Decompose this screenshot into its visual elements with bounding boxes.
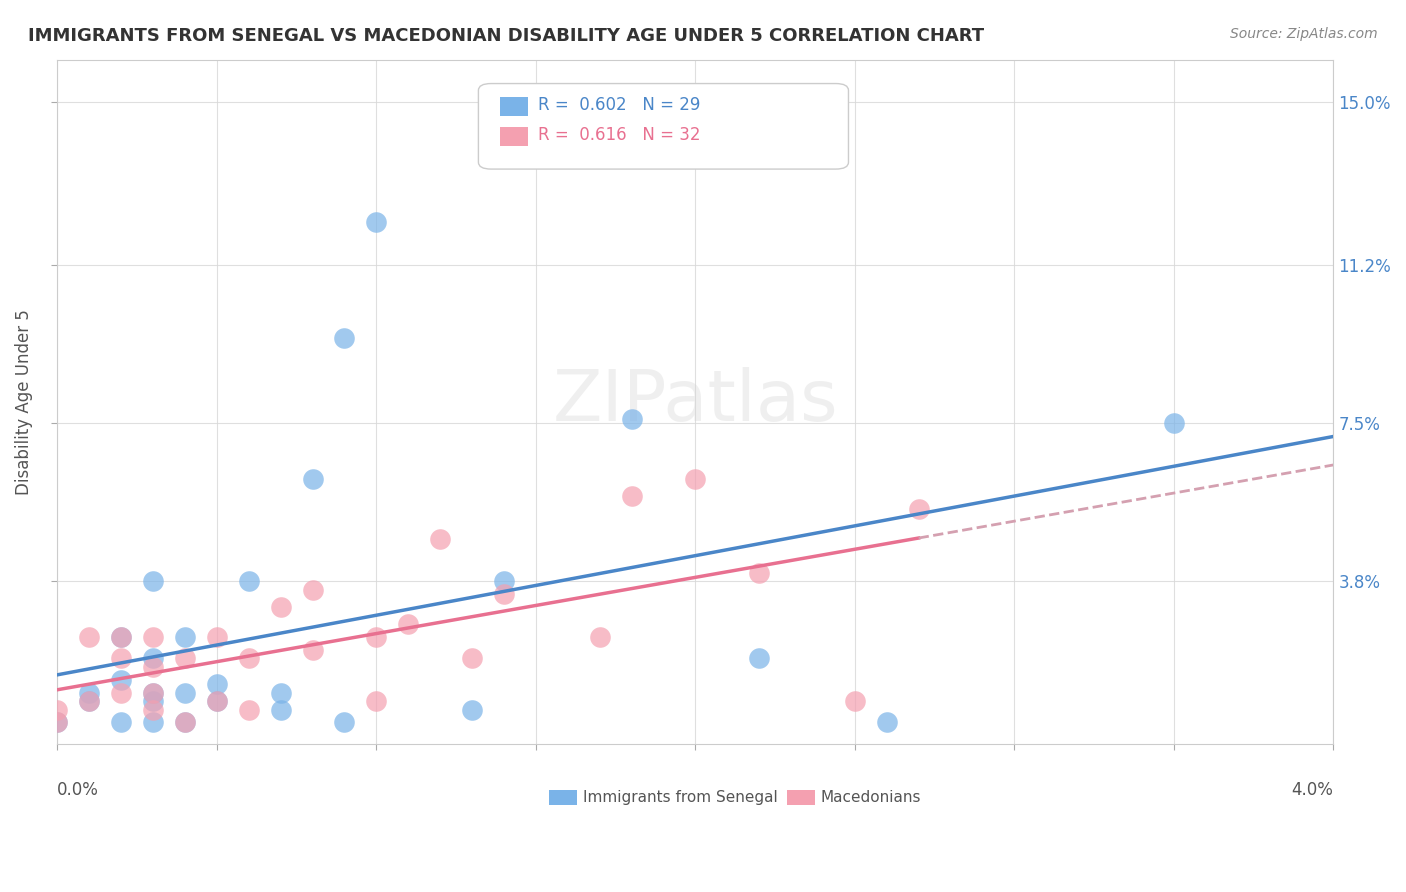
- Point: [396, 617, 419, 632]
- Point: [238, 651, 260, 665]
- Point: [174, 630, 197, 644]
- Point: [333, 715, 356, 730]
- Point: [142, 630, 165, 644]
- Bar: [787, 790, 815, 805]
- Point: [748, 651, 770, 665]
- Point: [844, 694, 866, 708]
- Text: IMMIGRANTS FROM SENEGAL VS MACEDONIAN DISABILITY AGE UNDER 5 CORRELATION CHART: IMMIGRANTS FROM SENEGAL VS MACEDONIAN DI…: [28, 27, 984, 45]
- Text: 4.0%: 4.0%: [1292, 781, 1333, 799]
- Point: [907, 501, 929, 516]
- Point: [174, 715, 197, 730]
- Point: [142, 715, 165, 730]
- Point: [174, 685, 197, 699]
- Point: [110, 715, 132, 730]
- Point: [461, 651, 484, 665]
- Point: [46, 715, 69, 730]
- Point: [77, 694, 100, 708]
- Point: [492, 587, 515, 601]
- Point: [238, 574, 260, 589]
- Point: [142, 685, 165, 699]
- Point: [110, 651, 132, 665]
- Text: ZIPatlas: ZIPatlas: [553, 368, 838, 436]
- Text: Immigrants from Senegal: Immigrants from Senegal: [583, 790, 778, 805]
- Point: [110, 673, 132, 687]
- Point: [142, 703, 165, 717]
- Point: [238, 703, 260, 717]
- Point: [333, 330, 356, 344]
- Point: [205, 677, 228, 691]
- Point: [1163, 416, 1185, 430]
- Point: [142, 694, 165, 708]
- Point: [142, 660, 165, 674]
- Point: [142, 685, 165, 699]
- Y-axis label: Disability Age Under 5: Disability Age Under 5: [15, 309, 32, 495]
- Point: [685, 472, 707, 486]
- Bar: [548, 790, 576, 805]
- Point: [620, 412, 643, 426]
- Point: [270, 685, 292, 699]
- Point: [110, 630, 132, 644]
- Text: Source: ZipAtlas.com: Source: ZipAtlas.com: [1230, 27, 1378, 41]
- Point: [110, 630, 132, 644]
- Text: R =  0.616   N = 32: R = 0.616 N = 32: [538, 126, 700, 144]
- Bar: [501, 128, 529, 146]
- Point: [205, 630, 228, 644]
- Point: [876, 715, 898, 730]
- Point: [205, 694, 228, 708]
- Point: [301, 582, 323, 597]
- Point: [77, 694, 100, 708]
- Point: [748, 566, 770, 580]
- Point: [46, 703, 69, 717]
- Point: [270, 599, 292, 614]
- Point: [366, 215, 388, 229]
- Point: [461, 703, 484, 717]
- Point: [270, 703, 292, 717]
- FancyBboxPatch shape: [478, 84, 848, 169]
- Point: [174, 715, 197, 730]
- Bar: [501, 97, 529, 116]
- Point: [46, 715, 69, 730]
- Point: [77, 685, 100, 699]
- Point: [205, 694, 228, 708]
- Point: [366, 630, 388, 644]
- Point: [588, 630, 610, 644]
- Point: [366, 694, 388, 708]
- Text: 0.0%: 0.0%: [58, 781, 100, 799]
- Point: [174, 651, 197, 665]
- Point: [77, 630, 100, 644]
- Point: [301, 642, 323, 657]
- Point: [492, 574, 515, 589]
- Point: [620, 489, 643, 503]
- Point: [301, 472, 323, 486]
- Point: [429, 532, 451, 546]
- Text: R =  0.602   N = 29: R = 0.602 N = 29: [538, 96, 700, 114]
- Point: [142, 651, 165, 665]
- Text: Macedonians: Macedonians: [821, 790, 921, 805]
- Point: [110, 685, 132, 699]
- Point: [142, 574, 165, 589]
